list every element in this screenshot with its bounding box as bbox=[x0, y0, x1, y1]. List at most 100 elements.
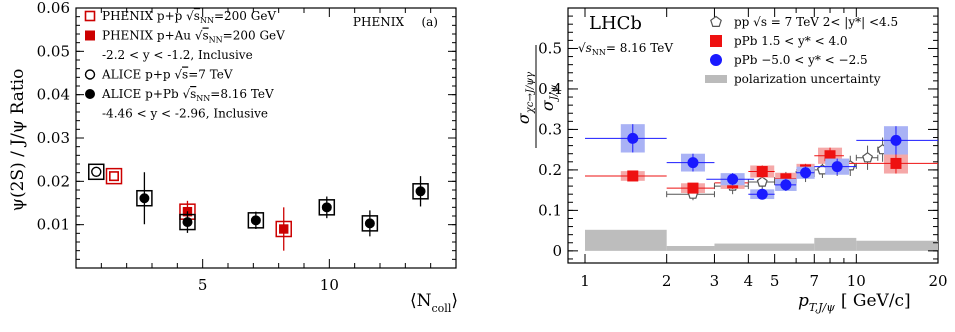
left-panel-label: (a) bbox=[421, 15, 438, 29]
left-x-tick-label: 5 bbox=[198, 276, 208, 294]
ppb-point bbox=[627, 170, 639, 182]
left-legend: PHENIX p+p √sNN=200 GeV PHENIX p+Au √sNN=… bbox=[84, 9, 285, 121]
pbp-point bbox=[780, 179, 792, 191]
alice_ppb-point bbox=[415, 186, 426, 197]
alice_pp-sys-box bbox=[88, 163, 105, 181]
polarization-band-segment bbox=[856, 240, 938, 251]
left-y-tick-label: 0.06 bbox=[37, 0, 70, 17]
right-plot-frame bbox=[567, 7, 939, 264]
right-experiment-label: LHCb bbox=[589, 13, 642, 34]
right-y-axis-label: σχc→J/ψγ σJ/ψ bbox=[514, 45, 560, 148]
left-y-ticks: 0.01 0.02 0.03 0.04 0.05 0.06 bbox=[37, 0, 456, 269]
left-y-axis-label: ψ(2S) / J/ψ Ratio bbox=[8, 69, 28, 212]
left-x-ticks: 5 10 bbox=[100, 8, 432, 294]
right-polarization-band bbox=[585, 229, 938, 251]
right-x-tick-label: 5 bbox=[770, 272, 780, 290]
right-energy-label: √sNN= 8.16 TeV bbox=[578, 41, 673, 57]
right-legend: pp √s = 7 TeV 2< |y*| <4.5 pPb 1.5 < y* <… bbox=[705, 15, 898, 86]
alice_ppb-point bbox=[182, 217, 193, 228]
phenix_pp-point bbox=[109, 171, 120, 182]
right-legend-text-ppb: pPb 1.5 < y* < 4.0 bbox=[734, 34, 848, 48]
left-panel: 0.01 0.02 0.03 0.04 0.05 0.06 5 10 PHENIX p+p … bbox=[8, 0, 458, 315]
left-y-tick-label: 0.04 bbox=[37, 86, 70, 104]
right-x-tick-label: 4 bbox=[744, 272, 754, 290]
right-y-tick-label: 0.4 bbox=[538, 80, 562, 98]
right-x-tick-label: 3 bbox=[710, 272, 720, 290]
left-legend-marker-phenix_pp bbox=[84, 10, 96, 22]
left-y-tick-label: 0.01 bbox=[37, 216, 70, 234]
pbp-point bbox=[800, 167, 812, 179]
left-x-tick-label: 10 bbox=[320, 276, 339, 294]
svg-text:σχc→J/ψγ: σχc→J/ψγ bbox=[514, 72, 536, 124]
pp-point bbox=[862, 152, 874, 163]
left-experiment-label: PHENIX bbox=[353, 15, 405, 29]
right-legend-text-pbp: pPb −5.0 < y* < −2.5 bbox=[734, 53, 868, 67]
left-legend-text-alice_pp: ALICE p+p √s=7 TeV bbox=[101, 68, 233, 82]
right-y-tick-label: 0 bbox=[552, 242, 562, 260]
left-y-tick-label: 0.05 bbox=[37, 42, 70, 60]
left-legend-energy-alice_pp: =7 TeV bbox=[188, 68, 233, 82]
left-legend-text-phenix_pau: PHENIX p+Au √sNN=200 GeV bbox=[102, 29, 285, 45]
right-data bbox=[585, 124, 938, 201]
right-x-axis-label: pT,J/ψ[ GeV/c] bbox=[798, 291, 911, 314]
ppb-point bbox=[890, 157, 902, 169]
right-legend-marker-pbp bbox=[710, 54, 722, 66]
left-legend-sqrt-alice_ppb: s bbox=[190, 87, 196, 101]
right-y-tick-label: 0.2 bbox=[538, 161, 562, 179]
right-y-ticks: 0 0.1 0.2 0.3 0.4 0.5 bbox=[538, 15, 938, 260]
right-x-ticks: 1 2 3 4 5 7 10 20 bbox=[580, 8, 948, 290]
pbp-point bbox=[890, 134, 902, 146]
pp-point bbox=[756, 176, 768, 187]
left-legend-sqrt-phenix_pp: s bbox=[194, 9, 200, 23]
polarization-band-segment bbox=[714, 243, 815, 251]
right-legend-text-pp: pp √s = 7 TeV 2< |y*| <4.5 bbox=[734, 15, 898, 29]
ppb-point bbox=[687, 182, 699, 194]
alice_ppb-point bbox=[321, 202, 332, 213]
left-legend-sqrt-alice_pp: s bbox=[182, 68, 188, 82]
alice_ppb-point bbox=[250, 215, 261, 226]
phenix_pau-point bbox=[279, 224, 289, 234]
left-legend-sqrt-sub-phenix_pp: NN bbox=[200, 16, 214, 25]
pbp-point bbox=[831, 161, 843, 173]
ppb-point bbox=[756, 166, 768, 178]
pbp-point bbox=[627, 132, 639, 144]
left-plot-frame bbox=[75, 7, 457, 269]
svg-text:σJ/ψ: σJ/ψ bbox=[538, 85, 560, 111]
alice_ppb-point bbox=[364, 218, 375, 229]
pbp-point bbox=[687, 157, 699, 169]
left-legend-marker-phenix_pau bbox=[85, 30, 95, 41]
right-y-tick-label: 0.1 bbox=[538, 201, 562, 219]
polarization-band-segment bbox=[585, 229, 667, 251]
phenix_pp-sys-box bbox=[105, 167, 123, 185]
left-legend-energy-phenix_pau: =200 GeV bbox=[223, 29, 285, 43]
left-legend-sqrt-sub-alice_ppb: NN bbox=[196, 94, 210, 103]
left-legend-marker-alice_ppb bbox=[85, 89, 95, 99]
left-legend-text-phenix_range: -2.2 < y < -1.2, Inclusive bbox=[102, 48, 253, 62]
right-legend-marker-pol bbox=[705, 75, 727, 83]
right-x-tick-label: 2 bbox=[662, 272, 672, 290]
left-y-tick-label: 0.02 bbox=[37, 172, 70, 190]
right-x-tick-label: 1 bbox=[580, 272, 590, 290]
right-legend-text-pol: polarization uncertainty bbox=[734, 72, 881, 86]
left-data bbox=[88, 163, 429, 251]
right-y-tick-label: 0.5 bbox=[538, 39, 562, 57]
alice_ppb-point bbox=[139, 193, 150, 204]
left-legend-sqrt-phenix_pau: s bbox=[203, 29, 209, 43]
left-legend-text-phenix_pp: PHENIX p+p √sNN=200 GeV bbox=[102, 9, 276, 25]
right-x-tick-label: 20 bbox=[928, 272, 947, 290]
left-legend-sqrt-sub-phenix_pau: NN bbox=[209, 36, 223, 45]
left-y-tick-label: 0.03 bbox=[37, 129, 70, 147]
left-legend-marker-alice_pp bbox=[84, 69, 96, 80]
left-legend-energy-phenix_pp: =200 GeV bbox=[214, 9, 276, 23]
right-x-tick-label: 10 bbox=[847, 272, 866, 290]
left-x-axis-label: ⟨Ncoll⟩ bbox=[410, 291, 458, 315]
left-legend-text-alice_ppb: ALICE p+Pb √sNN=8.16 TeV bbox=[101, 87, 274, 103]
pbp-point bbox=[756, 188, 768, 200]
right-panel: 0 0.1 0.2 0.3 0.4 0.5 1 2 3 4 5 7 10 20 pp √s = 7 Te… bbox=[514, 7, 948, 314]
alice_pp-point bbox=[91, 166, 102, 178]
left-legend-energy-alice_ppb: =8.16 TeV bbox=[210, 87, 274, 101]
polarization-band-segment bbox=[666, 246, 715, 251]
left-legend-text-alice_range: -4.46 < y < -2.96, Inclusive bbox=[102, 107, 268, 121]
right-legend-marker-pp bbox=[710, 15, 722, 27]
